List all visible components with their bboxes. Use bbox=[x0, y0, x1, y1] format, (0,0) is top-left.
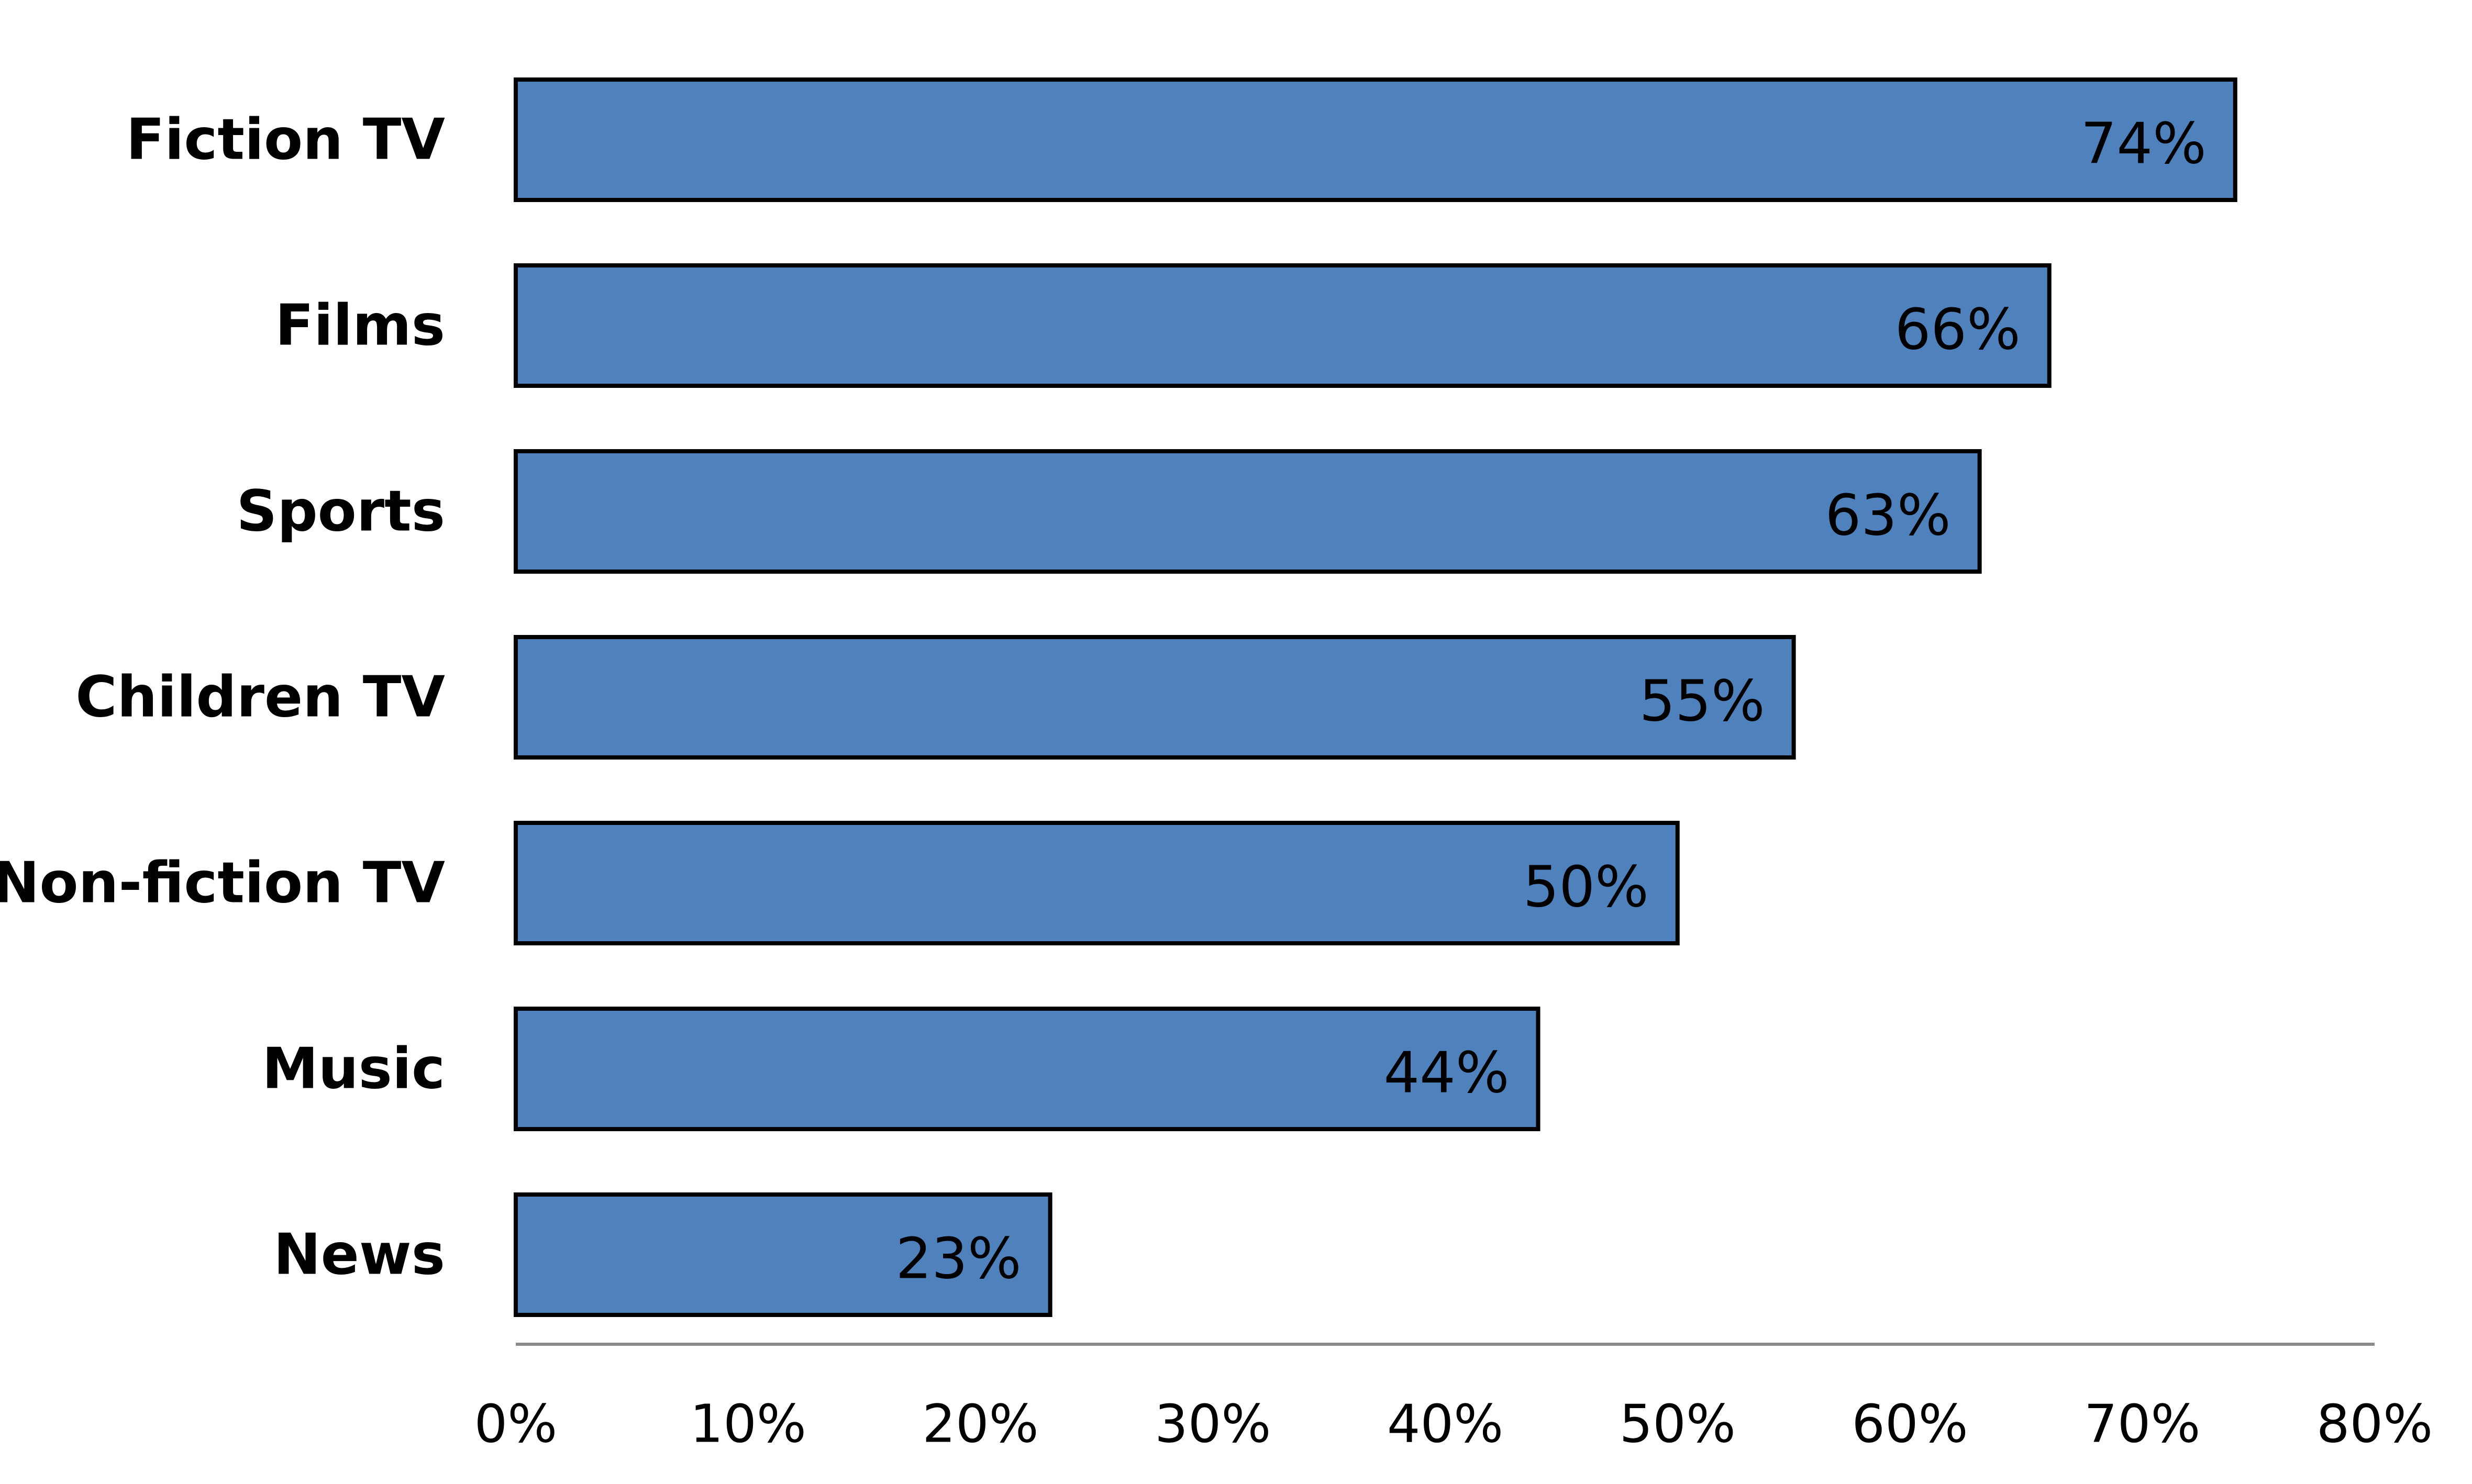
data-label: 50% bbox=[1523, 855, 1649, 920]
bar bbox=[514, 635, 1796, 760]
bar bbox=[514, 449, 1982, 574]
x-tick-label: 30% bbox=[1155, 1393, 1271, 1455]
category-label: Films bbox=[275, 293, 445, 359]
value-labels: 74% 66% 63% 55% 50% 44% 23% bbox=[896, 111, 2207, 1292]
category-label: Sports bbox=[237, 479, 445, 544]
category-label: Children TV bbox=[75, 665, 445, 730]
x-tick-label: 40% bbox=[1387, 1393, 1503, 1455]
bars-group bbox=[514, 77, 2237, 1317]
category-label: Non-fiction TV bbox=[0, 851, 445, 916]
x-tick-label: 60% bbox=[1852, 1393, 1968, 1455]
bar bbox=[514, 1192, 1052, 1317]
category-label: News bbox=[273, 1222, 445, 1288]
category-label: Fiction TV bbox=[126, 107, 446, 173]
x-tick-labels: 0% 10% 20% 30% 40% 50% 60% 70% 80% bbox=[474, 1393, 2433, 1455]
data-label: 63% bbox=[1825, 483, 1951, 549]
data-label: 66% bbox=[1895, 297, 2021, 363]
x-tick-label: 0% bbox=[474, 1393, 558, 1455]
x-tick-label: 10% bbox=[690, 1393, 806, 1455]
x-tick-label: 20% bbox=[922, 1393, 1038, 1455]
data-label: 74% bbox=[2081, 111, 2207, 177]
x-tick-label: 50% bbox=[1620, 1393, 1736, 1455]
x-tick-label: 70% bbox=[2084, 1393, 2200, 1455]
category-labels: Fiction TV Films Sports Children TV Non-fict… bbox=[0, 107, 445, 1288]
bar bbox=[514, 1007, 1540, 1131]
bar bbox=[514, 77, 2237, 202]
bar bbox=[514, 821, 1680, 945]
data-label: 44% bbox=[1383, 1041, 1509, 1106]
x-tick-label: 80% bbox=[2316, 1393, 2433, 1455]
data-label: 23% bbox=[896, 1226, 1022, 1292]
bar bbox=[514, 263, 2052, 388]
data-label: 55% bbox=[1639, 669, 1765, 734]
category-label: Music bbox=[262, 1036, 445, 1102]
